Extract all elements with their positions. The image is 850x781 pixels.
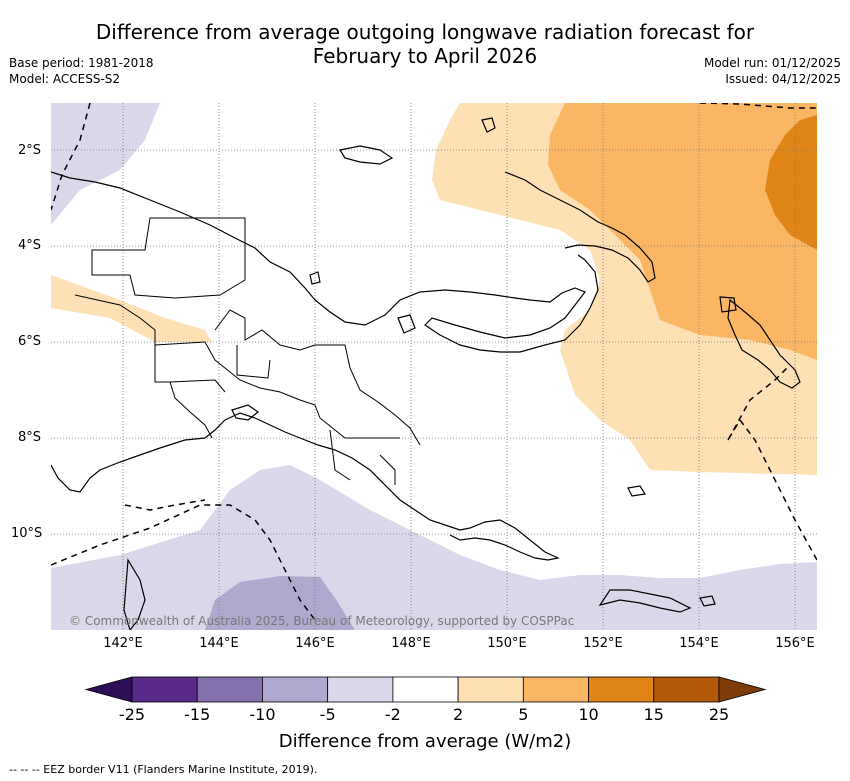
colorbar-label: Difference from average (W/m2) — [278, 731, 572, 752]
colorbar-swatch — [262, 676, 329, 703]
colorbar-tick-label: 25 — [708, 705, 730, 724]
title-line-2: February to April 2026 — [312, 44, 538, 68]
colorbar-tick-label: 2 — [453, 705, 464, 724]
colorbar-swatch — [653, 676, 720, 703]
lon-label-150e: 150°E — [487, 636, 527, 651]
positive-anomaly-strong — [765, 115, 817, 250]
chart-title: Difference from average outgoing longwav… — [0, 20, 850, 68]
colorbar-tick-label: -10 — [249, 705, 276, 724]
colorbar-swatch — [131, 676, 198, 703]
colorbar — [84, 676, 767, 703]
colorbar-tick-label: 10 — [578, 705, 599, 724]
issued-date: Issued: 04/12/2025 — [725, 72, 841, 86]
base-period: Base period: 1981-2018 — [9, 56, 154, 70]
lat-label-8s: 8°S — [18, 430, 42, 445]
lat-label-4s: 4°S — [18, 238, 42, 253]
eez-border — [51, 103, 817, 621]
eez-legend: -- -- -- EEZ border V11 (Flanders Marine… — [9, 763, 318, 776]
colorbar-tick-label: -2 — [384, 705, 401, 724]
colorbar-tick-label: -15 — [184, 705, 211, 724]
colorbar-swatch — [392, 676, 459, 703]
lon-label-154e: 154°E — [679, 636, 719, 651]
colorbar-tick-label: 15 — [643, 705, 664, 724]
lon-label-152e: 152°E — [583, 636, 623, 651]
colorbar-swatch — [196, 676, 263, 703]
title-line-1: Difference from average outgoing longwav… — [95, 20, 755, 44]
lat-label-2s: 2°S — [18, 143, 42, 158]
lon-label-148e: 148°E — [391, 636, 431, 651]
colorbar-swatch — [327, 676, 394, 703]
province-borders — [74, 217, 421, 485]
colorbar-under-arrow — [84, 676, 133, 703]
coastline — [51, 117, 801, 630]
model-name: Model: ACCESS-S2 — [9, 72, 121, 86]
model-run: Model run: 01/12/2025 — [703, 56, 841, 70]
colorbar-tick-label: 5 — [518, 705, 529, 724]
colorbar-over-arrow — [718, 676, 767, 703]
colorbar-tick-label: -5 — [319, 705, 336, 724]
colorbar-swatch — [588, 676, 655, 703]
negative-anomaly-northwest — [51, 103, 160, 225]
lat-label-6s: 6°S — [18, 334, 42, 349]
lon-label-144e: 144°E — [199, 636, 239, 651]
positive-anomaly-medium — [548, 103, 817, 360]
colorbar-swatch — [522, 676, 589, 703]
graticule — [51, 103, 817, 630]
lon-label-156e: 156°E — [775, 636, 815, 651]
positive-anomaly-west-band — [51, 275, 212, 342]
negative-anomaly-south-core — [205, 576, 355, 630]
lon-label-146e: 146°E — [295, 636, 335, 651]
lat-label-10s: 10°S — [11, 526, 43, 541]
lon-label-142e: 142°E — [103, 636, 143, 651]
colorbar-tick-label: -25 — [118, 705, 146, 724]
copyright-notice: © Commonwealth of Australia 2025, Bureau… — [69, 614, 575, 628]
colorbar-swatch — [457, 676, 524, 703]
